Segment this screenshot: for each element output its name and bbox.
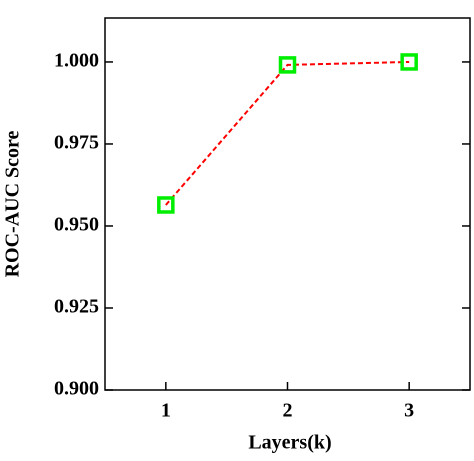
marker	[157, 196, 175, 214]
marker	[278, 56, 297, 74]
x-tick-label: 3	[404, 400, 414, 422]
y-tick-label: 0.975	[54, 132, 99, 154]
x-tick-label: 1	[161, 400, 171, 422]
y-tick-label: 1.000	[54, 50, 99, 72]
y-tick-label: 0.900	[54, 378, 99, 400]
y-axis-label: ROC-AUC Score	[2, 130, 24, 277]
x-tick-label: 2	[283, 400, 293, 422]
series-line	[165, 60, 410, 206]
y-tick-label: 0.925	[54, 296, 99, 318]
marker	[400, 53, 418, 71]
y-tick-label: 0.950	[54, 214, 99, 236]
x-axis-label: Layers(k)	[248, 432, 331, 454]
